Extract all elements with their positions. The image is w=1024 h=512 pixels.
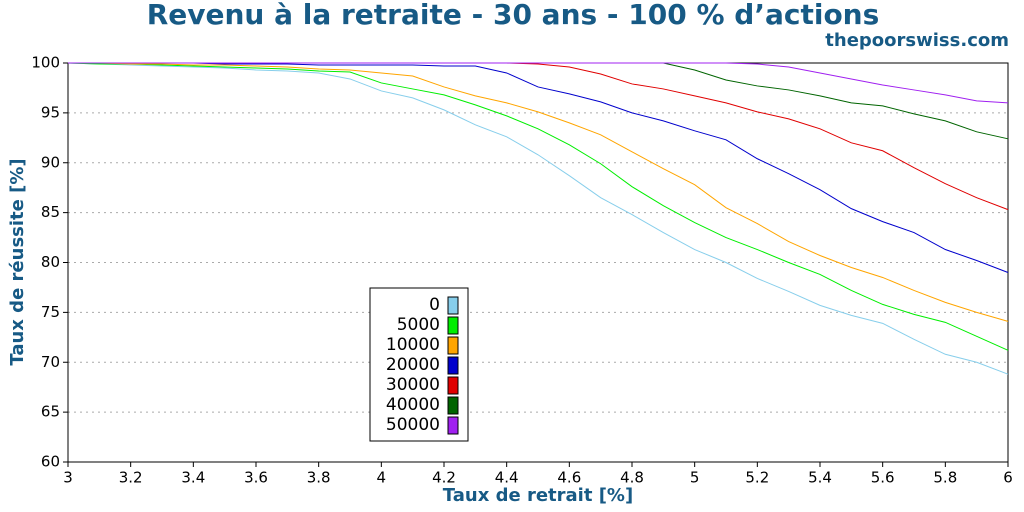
y-tick-label: 100: [31, 54, 60, 72]
x-tick-label: 3.6: [244, 469, 268, 487]
x-tick-label: 5.6: [871, 469, 895, 487]
legend-swatch: [447, 376, 459, 395]
y-tick-label: 75: [41, 303, 60, 321]
legend-swatch: [447, 416, 459, 435]
y-tick-label: 70: [41, 353, 60, 371]
series-line: [68, 62, 1009, 273]
x-tick-label: 5: [690, 469, 700, 487]
x-tick-label: 4: [377, 469, 387, 487]
x-tick-label: 5.2: [745, 469, 769, 487]
y-axis-label: Taux de réussite [%]: [7, 158, 28, 365]
x-tick-label: 3.4: [181, 469, 205, 487]
y-tick-label: 65: [41, 403, 60, 421]
chart-title: Revenu à la retraite - 30 ans - 100 % d’…: [147, 0, 880, 31]
y-tick-label: 90: [41, 153, 60, 171]
x-tick-label: 4.2: [432, 469, 456, 487]
x-tick-label: 4.6: [557, 469, 581, 487]
legend-swatch: [447, 296, 459, 315]
x-tick-label: 3.2: [119, 469, 143, 487]
x-tick-label: 3.8: [307, 469, 331, 487]
x-tick-label: 3: [63, 469, 73, 487]
series-line: [68, 62, 1009, 322]
chart-subtitle: thepoorswiss.com: [825, 30, 1009, 51]
y-tick-label: 80: [41, 253, 60, 271]
x-tick-label: 6: [1003, 469, 1013, 487]
x-tick-label: 4.4: [495, 469, 519, 487]
x-tick-label: 4.8: [620, 469, 644, 487]
x-tick-label: 5.4: [808, 469, 832, 487]
x-tick-label: 5.8: [933, 469, 957, 487]
y-tick-label: 60: [41, 453, 60, 471]
series-line: [67, 62, 1009, 375]
legend-label: 0: [429, 295, 440, 315]
legend-swatch: [447, 336, 459, 355]
legend-label: 30000: [386, 375, 440, 395]
legend-swatch: [447, 316, 459, 335]
series-line: [67, 62, 1009, 351]
x-axis-label: Taux de retrait [%]: [443, 485, 633, 506]
series-line: [68, 62, 1009, 211]
y-tick-label: 85: [41, 203, 60, 221]
y-tick-label: 95: [41, 103, 60, 121]
legend-label: 20000: [386, 355, 440, 375]
series-line: [68, 62, 1009, 104]
legend-swatch: [447, 396, 459, 415]
legend-swatch: [447, 356, 459, 375]
legend-label: 5000: [397, 315, 440, 335]
series-line: [68, 62, 1009, 140]
legend-label: 40000: [386, 395, 440, 415]
legend-label: 10000: [386, 335, 440, 355]
legend-label: 50000: [386, 415, 440, 435]
